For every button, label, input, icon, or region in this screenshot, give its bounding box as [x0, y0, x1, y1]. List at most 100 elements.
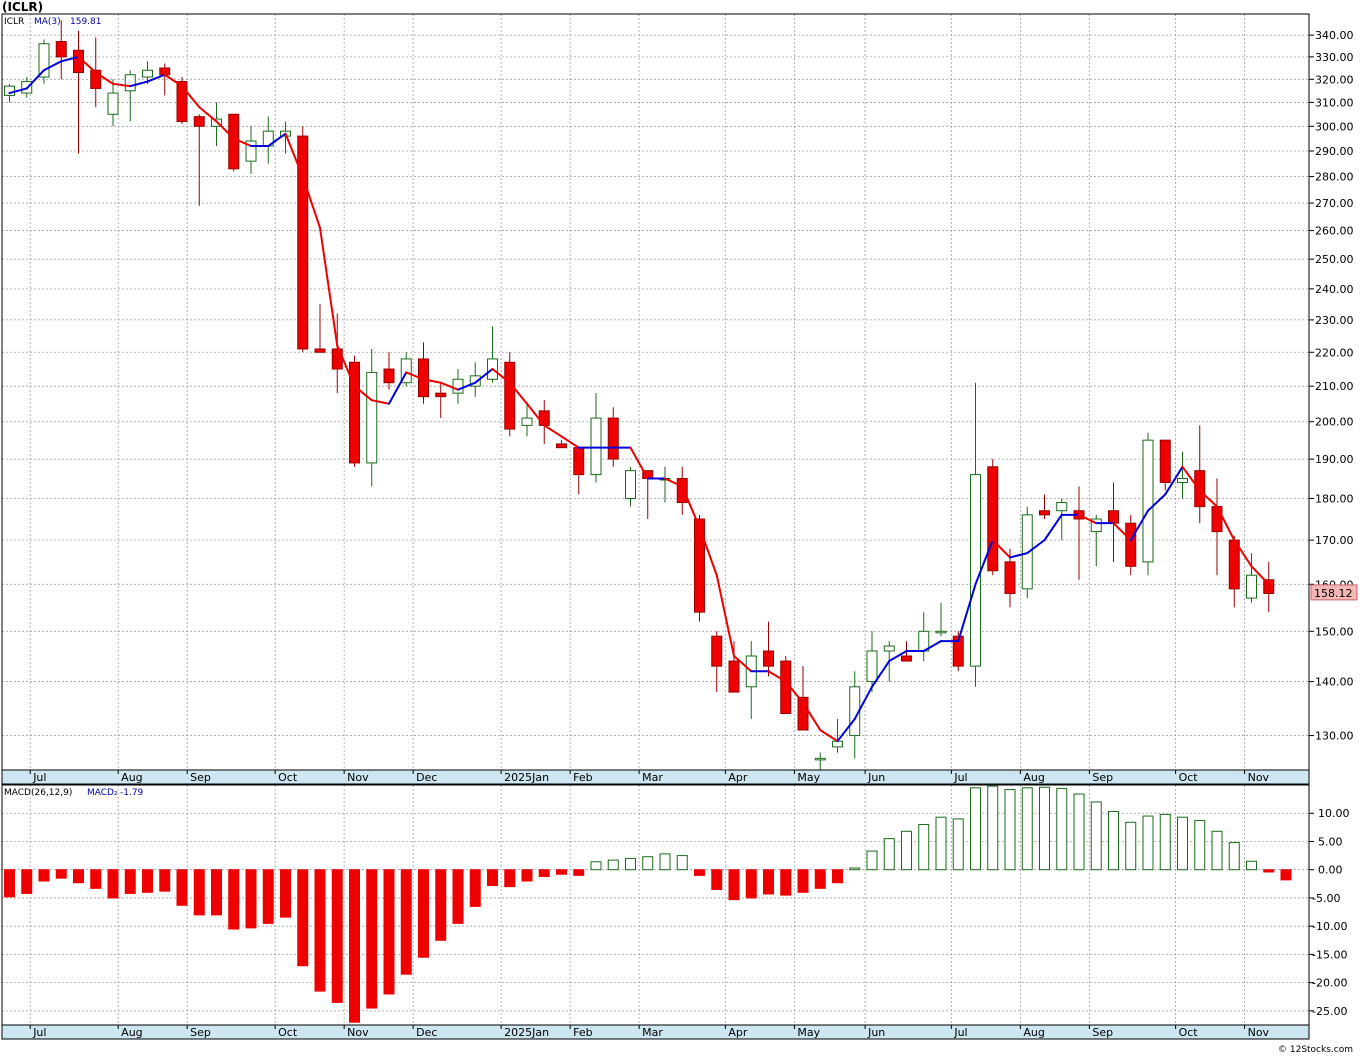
macd-bar	[349, 869, 360, 1023]
candle-body	[176, 81, 188, 122]
macd-bar	[1194, 820, 1206, 871]
candle	[435, 382, 447, 419]
candle	[694, 514, 705, 622]
candle	[193, 114, 205, 206]
candle-body	[970, 474, 981, 667]
macd-bar	[745, 869, 757, 899]
macd-bar	[73, 869, 84, 884]
candle	[314, 304, 326, 353]
macd-legend: MACD(26,12,9) MACD₂ -1.79	[4, 788, 144, 798]
month-label: Jul	[32, 771, 46, 784]
candle	[711, 631, 723, 693]
macd-bar	[573, 869, 585, 876]
ma-segment	[60, 55, 80, 63]
candle	[745, 641, 757, 719]
month-label: Nov	[347, 1026, 369, 1039]
month-label: Sep	[190, 1026, 211, 1039]
macd-bar	[642, 856, 654, 871]
macd-bar	[21, 869, 33, 894]
month-label: Jul	[953, 1026, 967, 1039]
ma-segment	[1198, 489, 1218, 508]
candle-body	[142, 69, 153, 78]
month-label: May	[797, 1026, 820, 1039]
price-tick-label: 230.00	[1315, 314, 1354, 327]
candle-body	[228, 113, 240, 170]
candle	[590, 393, 602, 483]
macd-tick-label: 10.00	[1318, 807, 1350, 820]
ma-segment	[112, 82, 132, 88]
macd-bar	[1039, 786, 1050, 871]
macd-bar	[383, 869, 395, 995]
month-label: Sep	[1092, 1026, 1113, 1039]
ma-segment	[508, 381, 528, 405]
price-tick-label: 250.00	[1315, 253, 1354, 266]
ma-segment	[491, 368, 511, 384]
legend-ma-label: MA(3)	[34, 17, 61, 27]
candle-body	[538, 410, 550, 426]
macd-bar	[607, 859, 619, 871]
candle-body	[1108, 510, 1119, 524]
last-price-box	[1310, 584, 1358, 601]
ma-segment	[422, 378, 442, 384]
candle	[142, 61, 153, 84]
candle-body	[1263, 579, 1275, 594]
ma-segment	[163, 73, 183, 88]
macd-bar	[935, 816, 947, 871]
price-tick-label: 280.00	[1315, 171, 1354, 184]
candle	[159, 63, 171, 96]
macd-bar	[176, 869, 188, 906]
macd-bar	[4, 869, 15, 898]
macd-legend-hist-value: -1.79	[120, 788, 144, 798]
macd-bar	[124, 869, 136, 894]
month-label: Apr	[728, 771, 748, 784]
macd-panel-border	[1, 784, 1310, 1026]
candle-body	[901, 655, 912, 662]
candle	[1211, 478, 1223, 576]
candle-body	[676, 478, 688, 504]
ma-segment	[871, 660, 891, 688]
ma-segment	[526, 402, 546, 427]
ma-segment	[543, 424, 563, 438]
last-price-label: 158.12	[1314, 587, 1353, 600]
macd-bar	[1280, 869, 1292, 881]
price-panel-border	[1, 13, 1310, 771]
macd-bar	[297, 869, 309, 967]
macd-bar	[814, 869, 826, 889]
month-label: Feb	[573, 771, 592, 784]
price-legend: ICLR MA(3) 159.81	[4, 17, 102, 27]
macd-bar	[504, 869, 516, 888]
macd-tick-label: 5.00	[1318, 835, 1343, 848]
macd-bar	[659, 853, 671, 871]
candle	[418, 342, 429, 404]
month-label: 2025Jan	[504, 771, 549, 784]
ma-segment	[991, 539, 1011, 559]
candle	[297, 126, 309, 353]
ma-segment	[767, 670, 787, 683]
month-label: Mar	[642, 1026, 663, 1039]
candle-body	[383, 368, 395, 384]
price-grid	[2, 14, 1309, 770]
candle	[452, 369, 464, 404]
candle	[1142, 432, 1154, 576]
price-tick-label: 200.00	[1315, 416, 1354, 429]
macd-tick-label: 0.00	[1318, 864, 1343, 877]
candle-body	[193, 116, 205, 127]
macd-bar	[625, 857, 636, 871]
macd-tick-label: -20.00	[1312, 977, 1347, 990]
ma-segment	[370, 399, 390, 405]
month-label: Nov	[347, 771, 369, 784]
candle	[1108, 482, 1119, 562]
macd-bar	[1004, 789, 1016, 871]
ma-segment	[698, 526, 718, 577]
ma-segment	[146, 73, 166, 83]
macd-bar	[435, 869, 447, 941]
candle-body	[124, 74, 136, 92]
macd-tick-label: -15.00	[1312, 948, 1347, 961]
legend-symbol: ICLR	[4, 17, 24, 27]
candle	[262, 116, 274, 164]
candle-body	[245, 140, 257, 162]
macd-bar	[676, 855, 688, 871]
ma-segment	[457, 381, 477, 391]
macd-bar	[849, 867, 861, 871]
candle-body	[625, 470, 636, 499]
